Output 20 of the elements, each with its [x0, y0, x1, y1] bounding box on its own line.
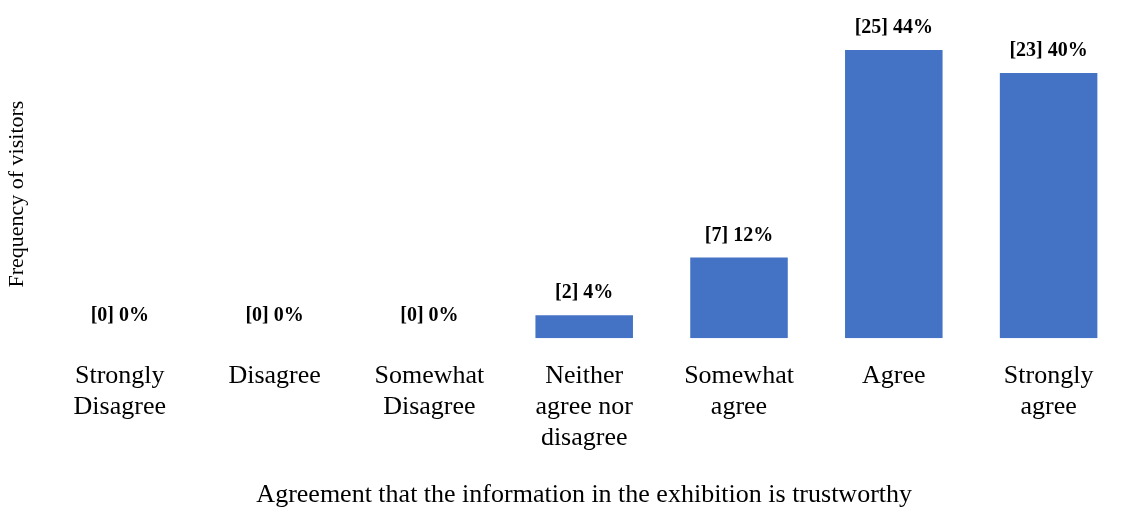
x-tick-label: Somewhat agree [684, 359, 795, 420]
x-axis-title: Agreement that the information in the exhibition is trustworthy [256, 479, 913, 509]
data-label: [0] 0% [90, 303, 149, 326]
bar [535, 315, 633, 339]
bar [690, 257, 788, 339]
data-label: [2] 4% [555, 280, 614, 303]
data-label: [0] 0% [245, 303, 304, 326]
x-tick-label: Disagree [228, 359, 321, 389]
x-tick-label: Strongly agree [1003, 359, 1094, 420]
data-label: [25] 44% [854, 15, 933, 38]
data-label: [23] 40% [1009, 38, 1088, 61]
x-tick-label: Somewhat Disagree [374, 359, 486, 420]
x-tick-label: Agree [862, 359, 926, 389]
x-tick-label: Neither agree nor disagree [535, 359, 634, 452]
y-axis-title: Frequency of visitors [2, 100, 28, 288]
data-label: [0] 0% [400, 303, 459, 326]
data-label: [7] 12% [704, 222, 774, 245]
bar [999, 73, 1098, 339]
bar [845, 50, 943, 339]
x-tick-label: Strongly Disagree [73, 359, 166, 420]
